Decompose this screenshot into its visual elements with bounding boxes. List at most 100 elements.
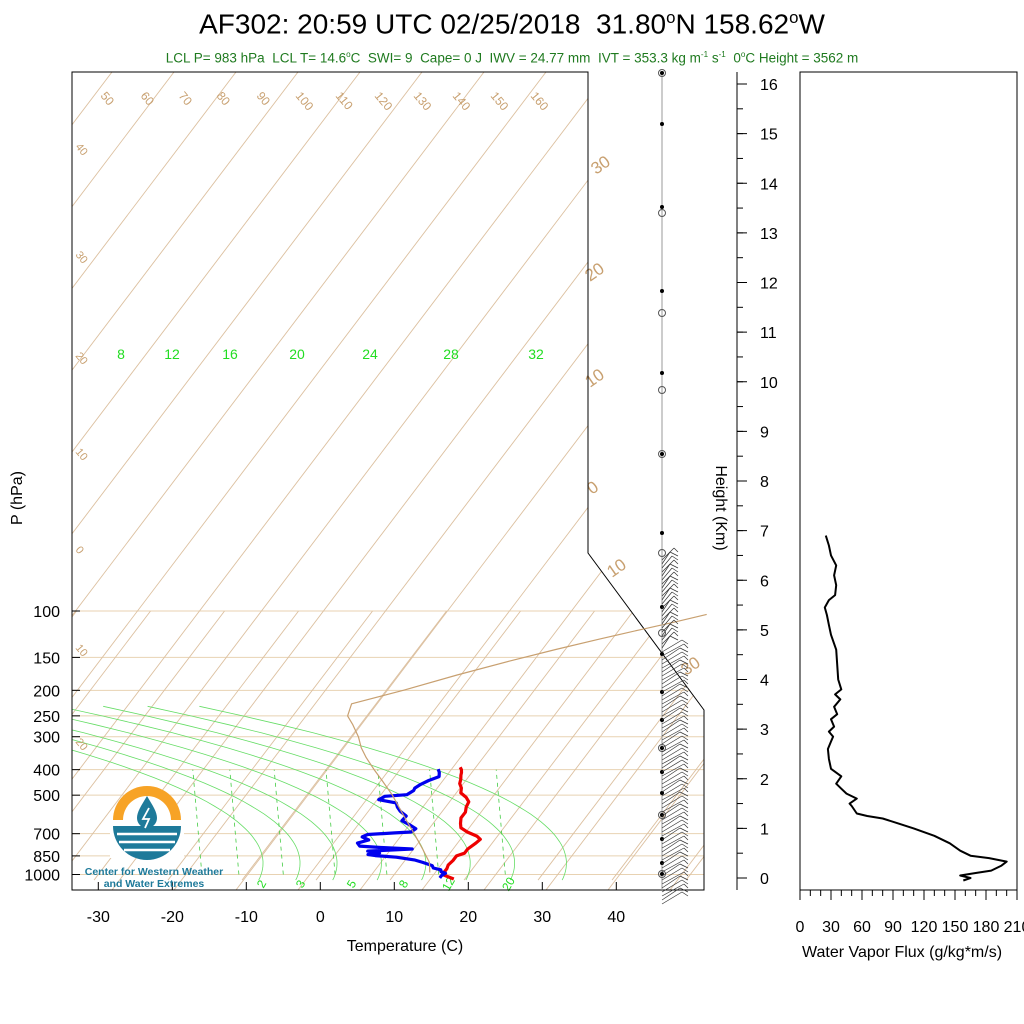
wind-barb-flag	[679, 791, 689, 797]
height-tick-label: 13	[760, 226, 778, 243]
wind-barb	[661, 859, 685, 873]
y-tick-label: 850	[33, 849, 60, 866]
x-axis-label: Temperature (C)	[347, 938, 463, 955]
wind-barb	[661, 887, 681, 901]
wind-barb	[661, 763, 685, 777]
wind-barb-flag	[679, 719, 689, 725]
isotherm-label: 20	[581, 259, 607, 285]
dry-adiabat-label: 10	[73, 446, 90, 463]
wind-barb	[661, 583, 675, 597]
moist-adiabat-line	[72, 705, 382, 881]
mixing-ratio-line	[325, 769, 336, 875]
wind-barb-flag	[683, 775, 689, 781]
wind-barb-flag	[673, 583, 679, 589]
flux-tick-label: 60	[853, 919, 871, 936]
wind-barb-flag	[683, 811, 689, 817]
wind-barb-flag	[673, 595, 679, 601]
isotherm-line	[537, 610, 704, 881]
y-tick-label: 250	[33, 709, 60, 726]
wind-barb	[661, 547, 675, 561]
wind-barb	[661, 751, 685, 765]
moist-adiabat-line	[147, 705, 515, 881]
dry-adiabat-label: 20	[73, 350, 90, 367]
wind-barb	[661, 575, 671, 589]
wind-barb-flag	[681, 771, 689, 777]
wind-barb-flag	[679, 839, 689, 845]
wind-barb-flag	[681, 819, 689, 825]
wind-barb	[661, 563, 671, 577]
height-tick-label: 6	[760, 573, 769, 590]
wind-barb	[661, 747, 683, 761]
flux-tick-label: 180	[973, 919, 1000, 936]
skew-t-frame	[71, 71, 705, 891]
y-tick-label: 300	[33, 730, 60, 747]
wind-barb-flag	[681, 639, 689, 645]
wind-barb-flag	[683, 715, 689, 721]
wind-barb-flag	[671, 627, 679, 633]
wind-dot	[660, 122, 664, 126]
mixing-ratio-line	[229, 769, 240, 875]
wind-profile	[658, 69, 689, 905]
wind-barb-flag	[681, 879, 689, 885]
wind-dot	[660, 289, 664, 293]
height-tick-label: 0	[760, 871, 769, 888]
x-tick-label: 0	[316, 909, 325, 926]
temperature-line	[440, 766, 482, 881]
moist-adiabat-line	[72, 705, 338, 881]
wind-barb-flag	[669, 575, 679, 581]
wind-barb-flag	[673, 571, 679, 577]
wind-barb	[661, 707, 681, 721]
dry-adiabat-label: 10	[73, 642, 90, 659]
wind-barb-flag	[679, 887, 689, 893]
wind-barb	[661, 767, 681, 781]
wind-calm-circle	[658, 811, 666, 819]
dry-adiabat-line	[794, 72, 1024, 890]
dry-adiabat-label: 160	[528, 89, 552, 114]
wind-barb	[661, 703, 685, 717]
wind-barb-flag	[681, 747, 689, 753]
dry-adiabat-label: 40	[73, 141, 90, 158]
wind-barb	[661, 603, 673, 617]
wind-dot	[660, 791, 664, 795]
wind-barb-flag	[671, 579, 679, 585]
wind-barb	[661, 775, 685, 789]
moist-adiabat-line	[199, 705, 567, 881]
height-tick-label: 3	[760, 722, 769, 739]
x-tick-label: -10	[235, 909, 258, 926]
chart-subtitle: LCL P= 983 hPa LCL T= 14.6oC SWI= 9 Cape…	[165, 50, 859, 66]
wind-barb	[661, 627, 673, 641]
wind-barb-flag	[683, 835, 689, 841]
height-tick-label: 11	[760, 325, 777, 342]
dry-adiabat-label: 150	[488, 89, 512, 114]
wind-barb-flag	[681, 723, 689, 729]
dry-adiabat-line	[72, 72, 609, 890]
theta-e-label: 12	[164, 346, 180, 362]
wind-barb	[661, 555, 673, 569]
wind-barb-flag	[681, 795, 689, 801]
wind-barb	[661, 811, 685, 825]
dry-adiabat-label: 50	[98, 89, 118, 108]
height-tick-label: 7	[760, 524, 769, 541]
wind-barb-flag	[679, 647, 689, 653]
cw3e-logo	[110, 786, 184, 860]
wind-barb	[661, 815, 681, 829]
height-tick-label: 1	[760, 821, 769, 838]
isotherm-line	[315, 610, 521, 881]
wind-barb	[661, 875, 681, 889]
skew-t-background-lines	[72, 72, 1024, 890]
dry-adiabat-label: 110	[333, 89, 356, 113]
wind-barb-flag	[679, 659, 689, 665]
wind-barb	[661, 595, 675, 609]
wind-barb	[661, 571, 675, 585]
wind-barb-flag	[683, 727, 689, 733]
wind-barb	[661, 607, 675, 621]
y-tick-label: 1000	[24, 868, 60, 885]
y-axis-label: P (hPa)	[9, 471, 26, 525]
y-tick-label: 150	[33, 650, 60, 667]
theta-e-label: 16	[222, 346, 238, 362]
flux-tick-label: 210	[1004, 919, 1024, 936]
wind-barb	[661, 655, 685, 669]
dry-adiabat-line	[72, 72, 361, 890]
wind-barb	[661, 675, 683, 689]
mixing-ratio-line	[429, 769, 440, 875]
